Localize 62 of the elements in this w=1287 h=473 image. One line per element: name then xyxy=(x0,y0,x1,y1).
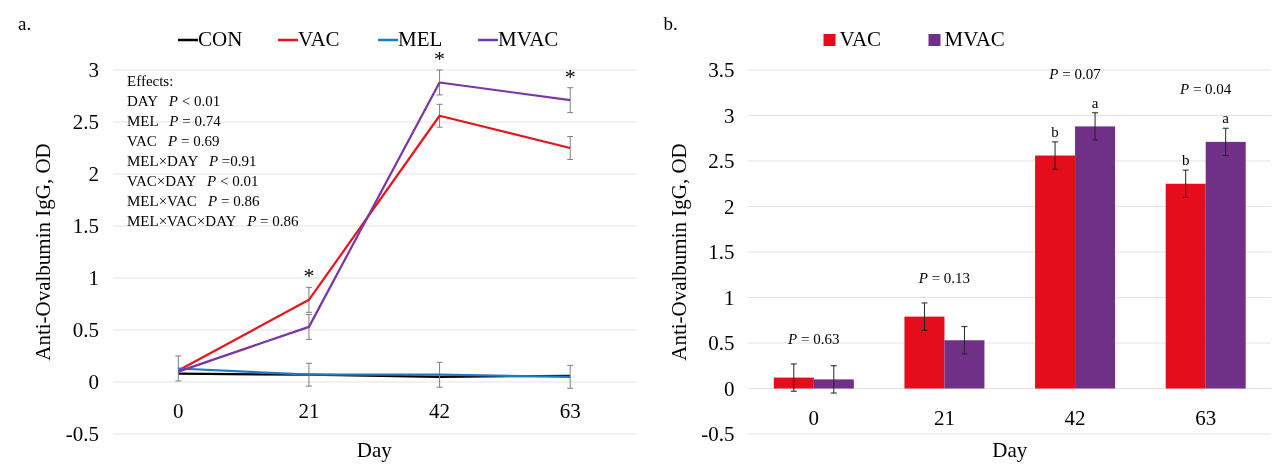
legend-label: MVAC xyxy=(944,27,1005,51)
legend-label: VAC xyxy=(298,27,340,51)
x-axis-title: Day xyxy=(992,438,1028,462)
y-tick-label: 3.5 xyxy=(708,58,735,83)
bar xyxy=(1165,183,1206,389)
data-label: b xyxy=(1051,123,1059,140)
legend-label: VAC xyxy=(839,27,882,51)
x-tick-label: 42 xyxy=(1064,405,1086,430)
annotation: P = 0.04 xyxy=(1178,81,1232,98)
annotation: MEL×DAY P =0.91 xyxy=(127,153,257,169)
legend-label: MVAC xyxy=(498,27,559,51)
annotation: Effects: xyxy=(127,73,174,89)
bar xyxy=(773,377,814,389)
y-tick-label: 1.5 xyxy=(708,240,735,265)
x-axis-title: Day xyxy=(356,438,393,462)
y-tick-label: 0 xyxy=(88,370,99,395)
bar xyxy=(1205,141,1246,389)
x-tick-label: 21 xyxy=(933,405,955,430)
bar xyxy=(813,379,854,389)
annotation: VAC×DAY P < 0.01 xyxy=(127,173,259,189)
y-axis-title: Anti-Ovalbumin IgG, OD xyxy=(31,143,55,361)
annotation: P = 0.63 xyxy=(787,330,840,347)
y-axis-title: Anti-Ovalbumin IgG, OD xyxy=(666,143,691,361)
x-tick-label: 0 xyxy=(808,405,820,430)
annotation: MEL×VAC P = 0.86 xyxy=(127,193,260,209)
y-tick-label: 0.5 xyxy=(708,331,735,356)
y-tick-label: 3 xyxy=(724,103,735,128)
y-tick-label: -0.5 xyxy=(65,422,99,447)
y-tick-label: 1 xyxy=(724,285,735,310)
data-label: b xyxy=(1181,152,1190,169)
y-tick-label: 1 xyxy=(88,266,99,291)
bar xyxy=(944,340,985,389)
y-tick-label: 2 xyxy=(88,162,99,187)
annotation: MEL×VAC×DAY P = 0.86 xyxy=(127,213,300,229)
x-tick-label: 42 xyxy=(429,399,451,423)
y-tick-label: 0.5 xyxy=(72,318,99,343)
y-tick-label: -0.5 xyxy=(701,422,735,447)
chart-title: b. xyxy=(663,13,678,34)
y-tick-label: 1.5 xyxy=(72,214,99,239)
annotation: * xyxy=(303,263,315,289)
x-tick-label: 21 xyxy=(298,399,320,423)
y-tick-label: 3 xyxy=(88,58,99,83)
annotation: P = 0.13 xyxy=(917,269,971,286)
data-label: a xyxy=(1222,110,1230,127)
data-label: a xyxy=(1091,94,1099,111)
bar xyxy=(904,316,945,389)
chart-title: a. xyxy=(18,13,32,34)
bar xyxy=(1075,126,1116,389)
y-tick-label: 2.5 xyxy=(708,149,735,174)
bar xyxy=(1035,155,1076,389)
x-tick-label: 0 xyxy=(173,399,184,423)
annotation: * xyxy=(564,63,576,89)
x-tick-label: 63 xyxy=(559,399,581,423)
y-tick-label: 2 xyxy=(724,194,735,219)
annotation: DAY P < 0.01 xyxy=(127,93,221,109)
annotation: VAC P = 0.69 xyxy=(127,133,220,149)
x-tick-label: 63 xyxy=(1195,405,1217,430)
y-tick-label: 2.5 xyxy=(72,110,99,135)
legend-label: CON xyxy=(198,27,243,51)
y-tick-label: 0 xyxy=(724,376,735,401)
annotation: P = 0.07 xyxy=(1048,65,1102,82)
annotation: MEL P = 0.74 xyxy=(127,113,222,129)
